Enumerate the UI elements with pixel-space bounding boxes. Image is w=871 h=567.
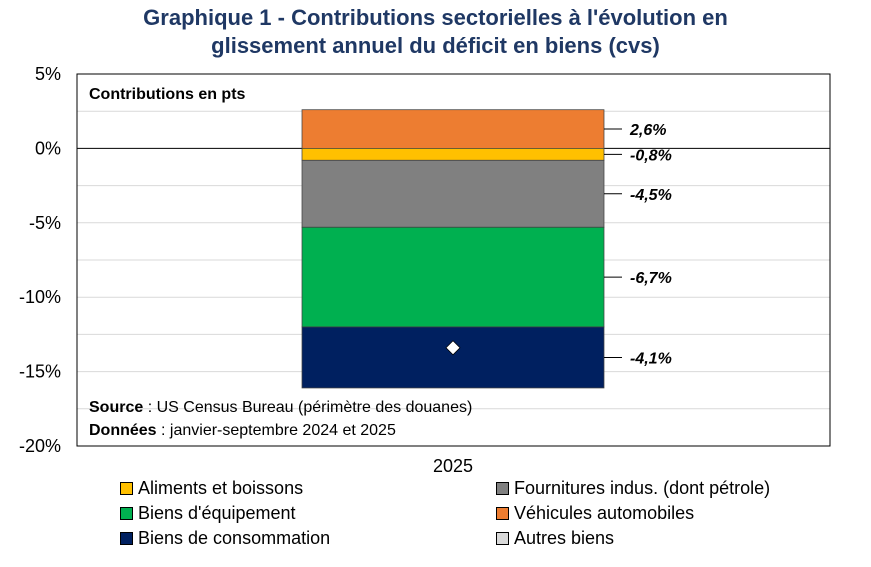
legend-label: Aliments et boissons bbox=[138, 478, 304, 498]
legend-label: Véhicules automobiles bbox=[514, 503, 695, 523]
legend-swatch bbox=[496, 482, 509, 495]
x-category-label: 2025 bbox=[433, 456, 473, 476]
bar-segment bbox=[301, 109, 605, 149]
legend-swatch bbox=[120, 507, 133, 520]
legend-item-aliments: Aliments et boissons bbox=[120, 478, 303, 499]
total-marker bbox=[445, 340, 461, 356]
y-tick-label: -10% bbox=[19, 287, 61, 307]
data-label: 2,6% bbox=[629, 122, 666, 139]
bar-segment bbox=[301, 148, 605, 161]
bar-segment bbox=[301, 326, 605, 389]
legend-item-autres: Autres biens bbox=[496, 528, 614, 549]
data-label: -0,8% bbox=[630, 147, 672, 164]
bar-segment bbox=[301, 226, 605, 328]
legend-label: Fournitures indus. (dont pétrole) bbox=[514, 478, 771, 498]
data-label: -4,1% bbox=[630, 350, 672, 367]
plot-frame bbox=[76, 73, 831, 447]
data-text: : janvier-septembre 2024 et 2025 bbox=[156, 422, 396, 439]
data-note: Données : janvier-septembre 2024 et 2025 bbox=[89, 422, 396, 440]
chart-title-line-1: Graphique 1 - Contributions sectorielles… bbox=[143, 5, 728, 30]
y-tick-label: -15% bbox=[19, 362, 61, 382]
data-label: -6,7% bbox=[630, 270, 672, 287]
legend-swatch bbox=[496, 532, 509, 545]
legend-swatch bbox=[120, 482, 133, 495]
inner-axis-label: Contributions en pts bbox=[89, 86, 246, 103]
y-tick-label: 5% bbox=[35, 64, 61, 84]
source-note: Source : US Census Bureau (périmètre des… bbox=[89, 399, 472, 417]
legend-item-equipement: Biens d'équipement bbox=[120, 503, 296, 524]
legend-item-vehicules: Véhicules automobiles bbox=[496, 503, 694, 524]
y-tick-label: -5% bbox=[29, 213, 61, 233]
y-tick-label: -20% bbox=[19, 436, 61, 456]
data-label: -4,5% bbox=[630, 187, 672, 204]
legend-label: Autres biens bbox=[514, 528, 615, 548]
legend-label: Biens d'équipement bbox=[138, 503, 296, 523]
y-tick-label: 0% bbox=[35, 138, 61, 158]
legend-item-consommation: Biens de consommation bbox=[120, 528, 330, 549]
legend-swatch bbox=[496, 507, 509, 520]
chart-title-line-2: glissement annuel du déficit en biens (c… bbox=[211, 33, 660, 58]
chart-title: Graphique 1 - Contributions sectorielles… bbox=[0, 4, 871, 60]
bar-segment bbox=[301, 159, 605, 228]
legend-item-fournitures: Fournitures indus. (dont pétrole) bbox=[496, 478, 770, 499]
data-label: Données bbox=[89, 422, 157, 439]
source-label: Source bbox=[89, 399, 144, 416]
legend-swatch bbox=[120, 532, 133, 545]
legend-label: Biens de consommation bbox=[138, 528, 331, 548]
source-text: : US Census Bureau (périmètre des douane… bbox=[143, 399, 473, 416]
